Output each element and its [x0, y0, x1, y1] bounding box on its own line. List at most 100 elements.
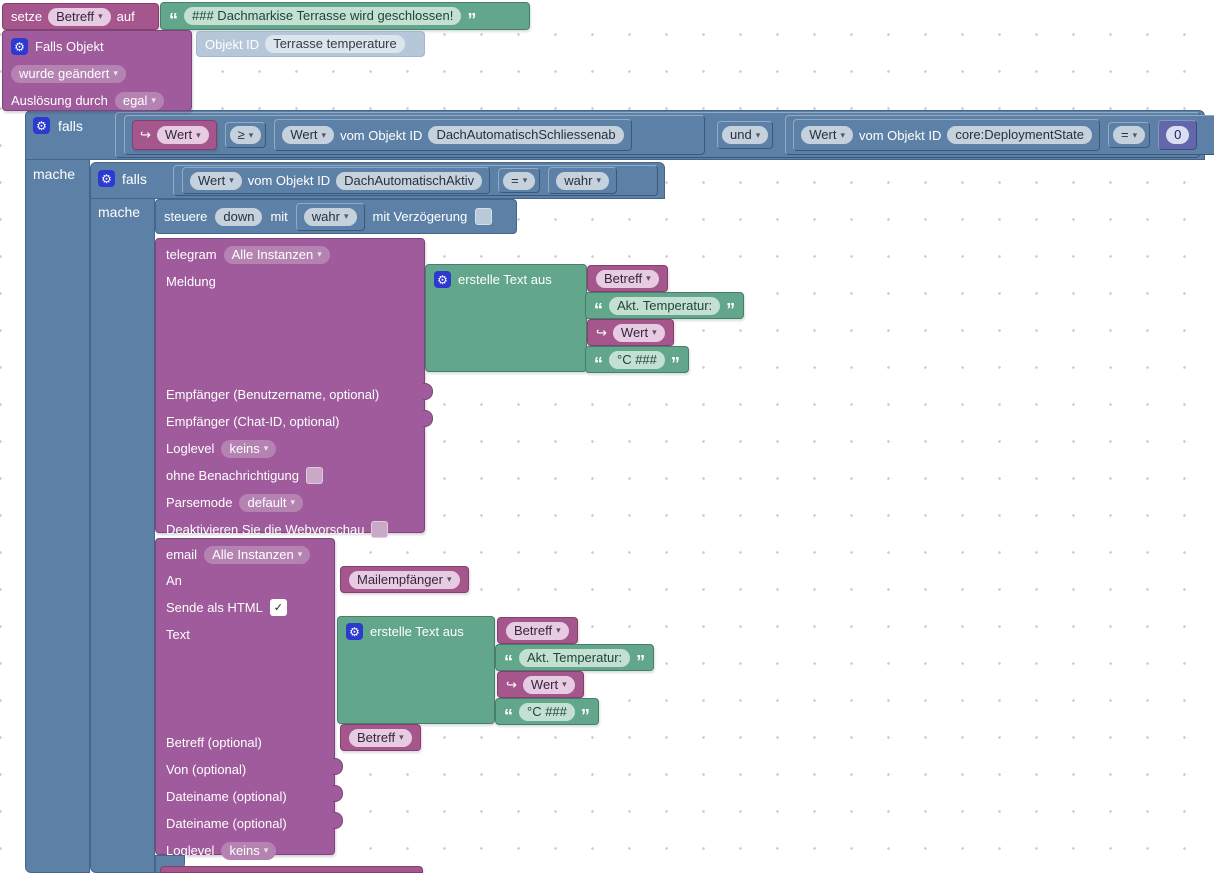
- dropdown-caret-icon: ▾: [562, 679, 567, 689]
- boolean-dropdown[interactable]: wahr ▾: [556, 171, 610, 190]
- value-arrow-icon: ↪: [140, 127, 151, 142]
- text-string-field[interactable]: ### Dachmarkise Terrasse wird geschlosse…: [184, 7, 462, 25]
- text-string-field[interactable]: °C ###: [609, 350, 665, 369]
- text-string-field[interactable]: Akt. Temperatur:: [609, 296, 721, 315]
- telegram-parsemode-label: Parsemode: [166, 495, 233, 510]
- object-value-getter-block[interactable]: Wert ▾ vom Objekt ID core:DeploymentStat…: [793, 119, 1100, 151]
- outer-do-keyword: mache: [33, 166, 76, 182]
- mutator-gear-icon[interactable]: ⚙: [33, 117, 50, 134]
- silent-checkbox[interactable]: [306, 467, 323, 484]
- getter-label: vom Objekt ID: [247, 173, 331, 188]
- dropdown-caret-icon: ▾: [447, 574, 452, 584]
- outer-condition-block[interactable]: ↪ Wert ▾ ≥ ▾ Wert ▾ vom Objekt ID DachAu…: [115, 112, 1214, 158]
- variable-dropdown[interactable]: Betreff ▾: [506, 621, 569, 640]
- operator-dropdown[interactable]: ≥ ▾: [229, 126, 262, 144]
- boolean-block[interactable]: wahr ▾: [295, 202, 365, 231]
- attribute-dropdown[interactable]: Wert ▾: [190, 171, 242, 190]
- delay-checkbox[interactable]: [475, 208, 493, 225]
- object-id-field[interactable]: Terrasse temperature: [265, 35, 405, 53]
- email-instance-dropdown[interactable]: Alle Instanzen ▾: [204, 545, 311, 564]
- telegram-message-label: Meldung: [166, 274, 216, 289]
- outer-if-keyword: falls: [58, 118, 83, 134]
- next-block-partial[interactable]: [160, 866, 423, 873]
- quote-close-icon: ”: [636, 651, 646, 672]
- input-socket: [333, 812, 343, 829]
- trigger-by-dropdown[interactable]: egal ▾: [114, 91, 164, 110]
- object-id-field[interactable]: DachAutomatischSchliessenab: [428, 126, 624, 144]
- trigger-mode-dropdown[interactable]: wurde geändert ▾: [11, 64, 126, 83]
- text-string-block[interactable]: “ Akt. Temperatur: ”: [495, 644, 655, 672]
- variable-dropdown[interactable]: Mailempfänger ▾: [349, 570, 460, 589]
- number-block[interactable]: 0: [1158, 120, 1198, 150]
- mutator-gear-icon[interactable]: ⚙: [434, 271, 451, 288]
- text-string-block[interactable]: “ Akt. Temperatur: ”: [585, 292, 745, 319]
- boolean-dropdown[interactable]: wahr ▾: [303, 207, 357, 226]
- variable-get-block[interactable]: ↪ Wert ▾: [587, 319, 674, 346]
- compare-operator-block[interactable]: ≥ ▾: [224, 122, 267, 148]
- variable-dropdown[interactable]: Wert ▾: [612, 323, 665, 342]
- text-string-field[interactable]: °C ###: [519, 702, 575, 721]
- object-id-shadow-block[interactable]: Objekt ID Terrasse temperature: [196, 31, 425, 57]
- variable-get-block[interactable]: Betreff ▾: [340, 724, 421, 751]
- variable-get-block[interactable]: Mailempfänger ▾: [340, 566, 469, 593]
- object-value-getter-block[interactable]: Wert ▾ vom Objekt ID DachAutomatischAkti…: [182, 167, 491, 194]
- operator-dropdown[interactable]: = ▾: [503, 171, 536, 190]
- object-value-getter-block[interactable]: Wert ▾ vom Objekt ID DachAutomatischSchl…: [274, 119, 632, 151]
- input-socket: [423, 383, 433, 400]
- operator-dropdown[interactable]: = ▾: [1112, 126, 1146, 144]
- variable-get-block[interactable]: Betreff ▾: [587, 265, 668, 292]
- outer-if-block-spine[interactable]: [25, 158, 90, 873]
- variable-get-block[interactable]: Betreff ▾: [497, 617, 578, 644]
- logic-operator-block[interactable]: und ▾: [717, 121, 774, 149]
- text-string-block[interactable]: “ °C ### ”: [495, 698, 599, 725]
- quote-open-icon: “: [169, 10, 178, 30]
- mutator-gear-icon[interactable]: ⚙: [98, 170, 115, 187]
- variable-get-block[interactable]: ↪ Wert ▾: [132, 120, 217, 150]
- quote-open-icon: “: [504, 651, 513, 672]
- html-checkbox[interactable]: ✓: [269, 599, 287, 616]
- trigger-block[interactable]: ⚙ Falls Objekt wurde geändert ▾ Auslösun…: [2, 30, 192, 111]
- text-join-block[interactable]: ⚙ erstelle Text aus: [425, 264, 587, 372]
- mutator-gear-icon[interactable]: ⚙: [346, 623, 363, 640]
- mutator-gear-icon[interactable]: ⚙: [11, 38, 28, 55]
- boolean-block[interactable]: wahr ▾: [548, 167, 618, 194]
- telegram-webpreview-label: Deaktivieren Sie die Webvorschau: [166, 522, 365, 537]
- dropdown-caret-icon: ▾: [522, 175, 528, 185]
- telegram-block[interactable]: telegram Alle Instanzen ▾ Meldung Empfän…: [155, 238, 433, 538]
- variable-dropdown[interactable]: Betreff ▾: [48, 7, 111, 26]
- telegram-loglevel-dropdown[interactable]: keins ▾: [221, 439, 277, 458]
- attribute-dropdown[interactable]: Wert ▾: [801, 126, 853, 144]
- telegram-parsemode-dropdown[interactable]: default ▾: [239, 493, 304, 512]
- control-oid-field[interactable]: down: [215, 207, 263, 226]
- inner-do-keyword: mache: [98, 204, 141, 220]
- text-string-block[interactable]: “ ### Dachmarkise Terrasse wird geschlos…: [160, 2, 530, 30]
- text-string-field[interactable]: Akt. Temperatur:: [519, 648, 631, 667]
- variable-dropdown[interactable]: Wert ▾: [522, 675, 575, 694]
- text-string-block[interactable]: “ °C ### ”: [585, 346, 689, 373]
- telegram-instance-dropdown[interactable]: Alle Instanzen ▾: [223, 245, 330, 264]
- compare-operator-block[interactable]: = ▾: [1107, 122, 1151, 148]
- control-state-block[interactable]: steuere down mit wahr ▾ mit Verzögerung: [155, 199, 517, 234]
- inner-if-block-spine[interactable]: [90, 196, 155, 873]
- variable-dropdown[interactable]: Wert ▾: [156, 126, 209, 144]
- object-id-field[interactable]: core:DeploymentState: [947, 126, 1092, 144]
- logic-operator-dropdown[interactable]: und ▾: [722, 126, 769, 144]
- variable-dropdown[interactable]: Betreff ▾: [349, 728, 412, 747]
- quote-open-icon: “: [504, 705, 513, 726]
- compare-operator-block[interactable]: = ▾: [498, 168, 541, 193]
- compare-block-1[interactable]: ↪ Wert ▾ ≥ ▾ Wert ▾ vom Objekt ID DachAu…: [124, 115, 705, 155]
- object-id-field[interactable]: DachAutomatischAktiv: [336, 171, 483, 190]
- attribute-dropdown[interactable]: Wert ▾: [282, 126, 335, 144]
- number-field[interactable]: 0: [1166, 126, 1190, 144]
- compare-block-2[interactable]: Wert ▾ vom Objekt ID core:DeploymentStat…: [785, 115, 1214, 155]
- webpreview-checkbox[interactable]: [371, 521, 389, 538]
- email-loglevel-dropdown[interactable]: keins ▾: [221, 841, 277, 860]
- variable-dropdown[interactable]: Betreff ▾: [596, 269, 659, 288]
- email-block[interactable]: email Alle Instanzen ▾ An Sende als HTML…: [155, 538, 343, 860]
- variable-get-block[interactable]: ↪ Wert ▾: [497, 671, 584, 698]
- set-variable-block[interactable]: setze Betreff ▾ auf: [2, 3, 159, 30]
- inner-condition-block[interactable]: Wert ▾ vom Objekt ID DachAutomatischAkti…: [173, 165, 658, 196]
- dropdown-caret-icon: ▾: [297, 549, 303, 559]
- text-join-block[interactable]: ⚙ erstelle Text aus: [337, 616, 495, 724]
